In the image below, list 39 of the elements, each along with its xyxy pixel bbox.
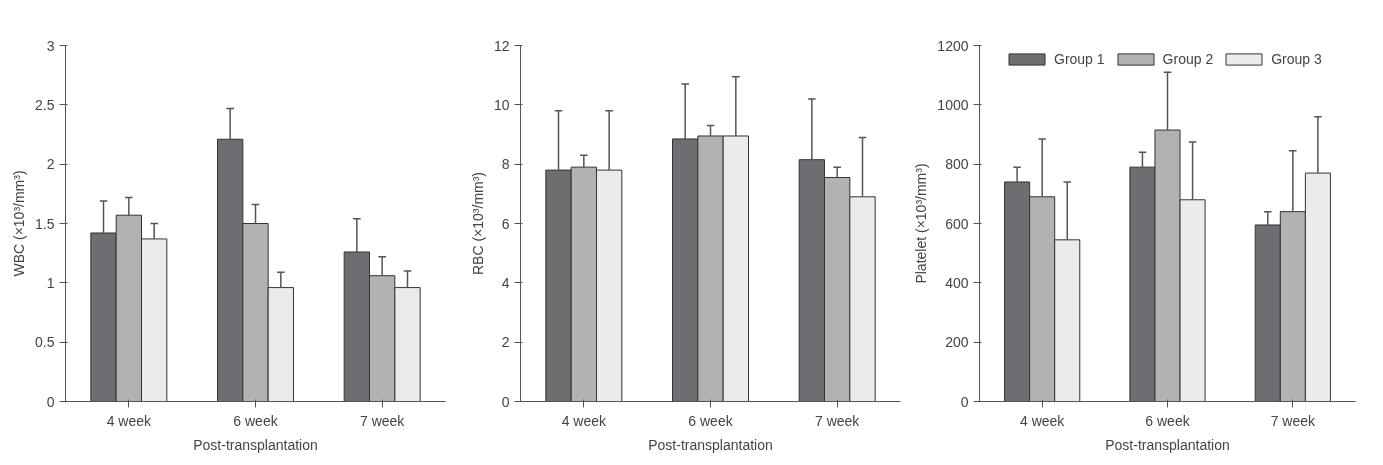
y-tick-label: 1000	[937, 96, 969, 113]
x-tick-label: 6 week	[688, 412, 734, 429]
y-tick-label: 400	[945, 274, 969, 291]
x-tick-label: 7 week	[814, 412, 861, 429]
y-tick-label: 200	[945, 334, 969, 351]
y-tick-label: 4	[501, 274, 510, 291]
y-tick-label: 12	[493, 37, 510, 54]
x-tick-label: 6 week	[233, 412, 279, 429]
x-tick-label: 6 week	[1145, 412, 1191, 429]
y-tick-label: 6	[501, 215, 510, 232]
y-tick-label: 2	[501, 334, 510, 351]
y-tick-label: 0	[501, 393, 510, 410]
x-tick-label: 4 week	[106, 412, 153, 429]
legend-label: Group 1	[1054, 51, 1105, 67]
y-tick-label: 3	[46, 37, 55, 54]
y-tick-label: 10	[493, 96, 510, 113]
y-axis-title: Platelet (×10³/mm³)	[913, 163, 930, 284]
y-tick-label: 2.5	[35, 96, 55, 113]
x-tick-label: 7 week	[1270, 412, 1317, 429]
x-axis-title: Post-transplantation	[648, 436, 773, 453]
y-tick-label: 8	[501, 156, 510, 173]
legend-label: Group 2	[1162, 51, 1214, 67]
legend-label: Group 3	[1271, 51, 1322, 67]
y-tick-label: 600	[945, 215, 969, 232]
x-axis-title: Post-transplantation	[193, 436, 318, 453]
x-tick-label: 4 week	[561, 412, 608, 429]
y-tick-label: 1.5	[35, 215, 55, 232]
y-tick-label: 0.5	[35, 334, 55, 351]
x-tick-label: 4 week	[1019, 412, 1066, 429]
y-axis-title: WBC (×10³/mm³)	[11, 170, 28, 277]
y-tick-label: 0	[46, 393, 55, 410]
y-tick-label: 1200	[937, 37, 969, 54]
y-axis-title: RBC (×10³/mm³)	[469, 171, 486, 276]
y-tick-label: 2	[46, 156, 55, 173]
x-tick-label: 7 week	[359, 412, 406, 429]
y-tick-label: 800	[945, 156, 969, 173]
y-tick-label: 0	[960, 393, 969, 410]
x-axis-title: Post-transplantation	[1105, 436, 1230, 453]
y-tick-label: 1	[46, 274, 55, 291]
